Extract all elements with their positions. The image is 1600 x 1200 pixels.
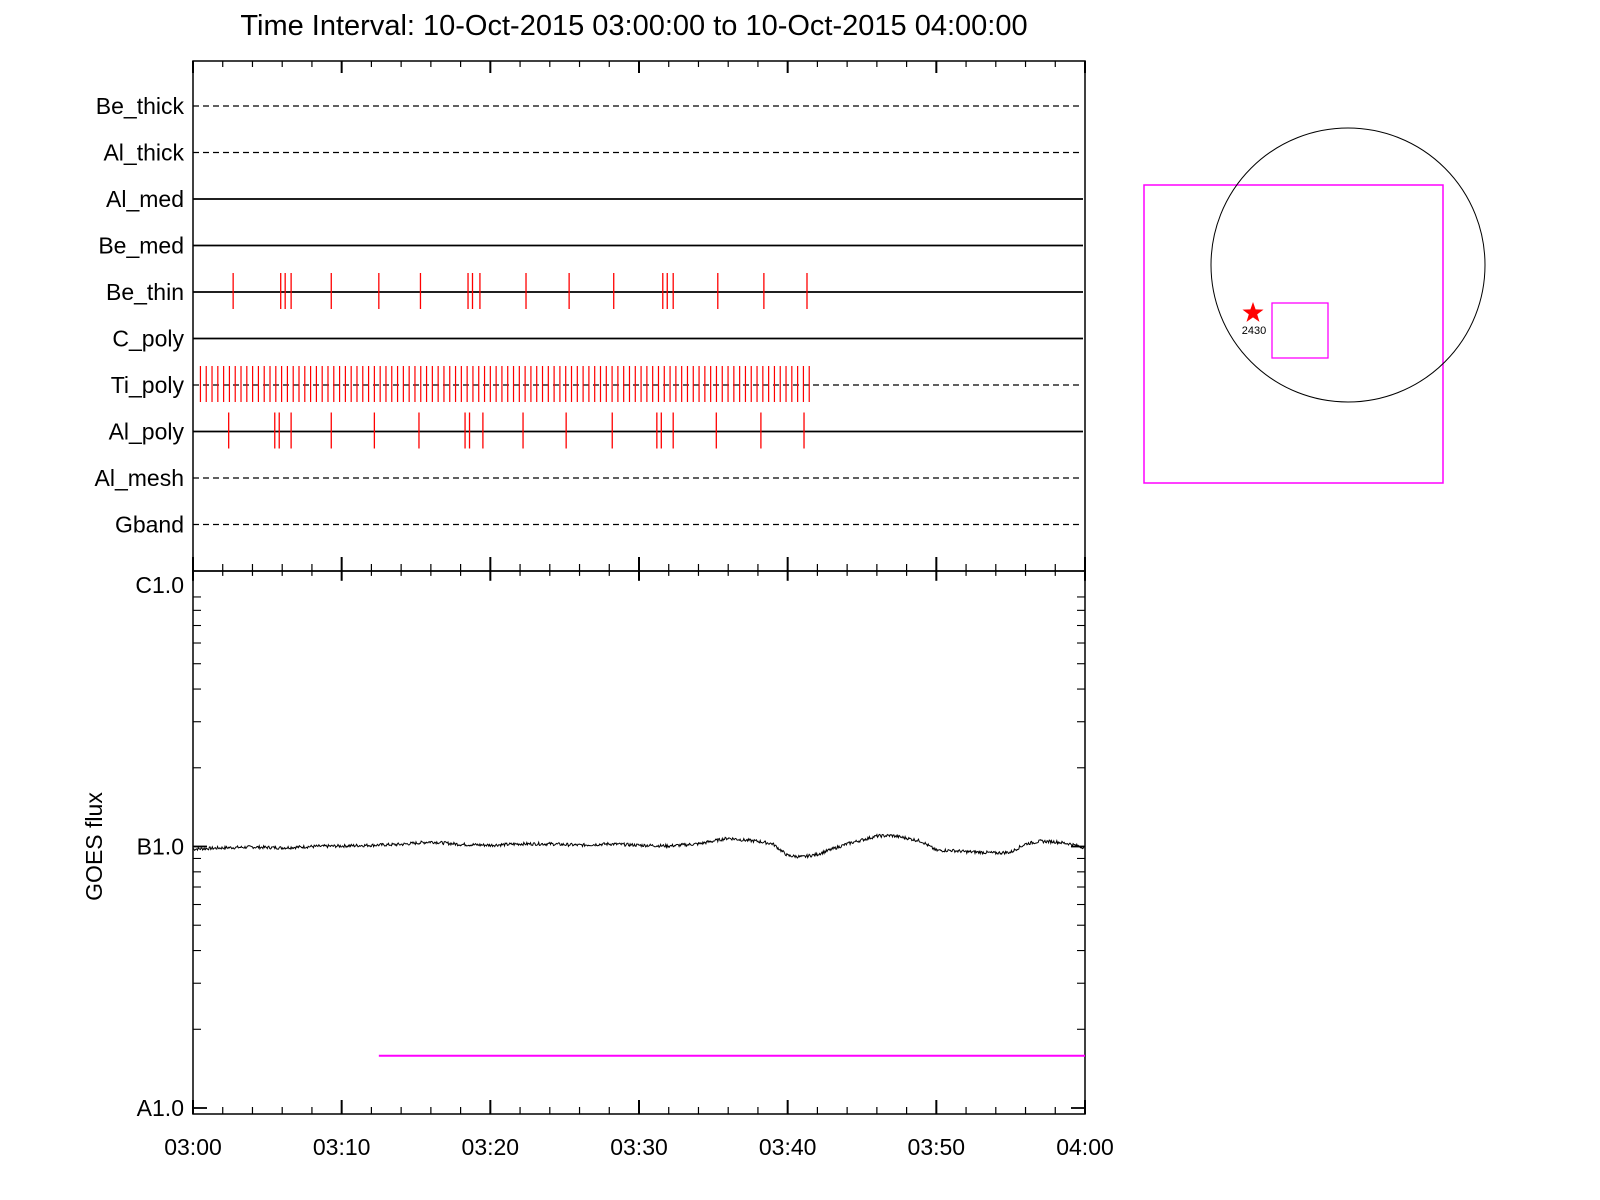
y-axis-label: GOES flux [81, 792, 107, 901]
goes-flux-curve [192, 833, 1085, 860]
solar-map-panel: 2430 [1143, 127, 1486, 484]
y-tick-label: A1.0 [137, 1095, 184, 1121]
channel-label: Ti_poly [111, 372, 185, 398]
y-tick-label: B1.0 [137, 834, 184, 860]
active-region-star-icon [1242, 302, 1264, 322]
channel-label: Gband [115, 512, 184, 538]
goes-flux-panel: 03:00 03:10 03:20 03:30 03:40 03:50 04:00 C1.0 B… [81, 557, 1114, 1160]
y-tick-label: C1.0 [135, 572, 184, 598]
timeline-frame [192, 60, 1086, 572]
channel-label: Be_med [98, 233, 184, 259]
x-tick-label: 03:20 [462, 1134, 520, 1160]
channel-label: C_poly [112, 326, 184, 352]
flux-frame [192, 570, 1086, 1115]
filter-timeline-panel: Be_thick Al_thick Al_med Be_med Be_thin C_pol… [95, 60, 1086, 572]
field-of-view-box [1143, 184, 1444, 484]
channel-label: Al_med [106, 186, 184, 212]
pointing-box [1271, 302, 1329, 359]
solar-disk-outline [1210, 127, 1486, 403]
channel-label: Be_thin [106, 279, 184, 305]
x-tick-label: 03:10 [313, 1134, 371, 1160]
channel-label: Al_thick [103, 140, 184, 166]
channel-label: Al_mesh [95, 465, 184, 491]
active-region-label: 2430 [1242, 325, 1266, 337]
x-tick-label: 04:00 [1056, 1134, 1114, 1160]
x-tick-label: 03:50 [908, 1134, 966, 1160]
channel-label: Be_thick [96, 93, 185, 119]
x-tick-label: 03:00 [164, 1134, 222, 1160]
chart-title: Time Interval: 10-Oct-2015 03:00:00 to 1… [240, 10, 1028, 42]
x-tick-label: 03:40 [759, 1134, 817, 1160]
channel-label: Al_poly [109, 419, 185, 445]
x-tick-label: 03:30 [610, 1134, 668, 1160]
